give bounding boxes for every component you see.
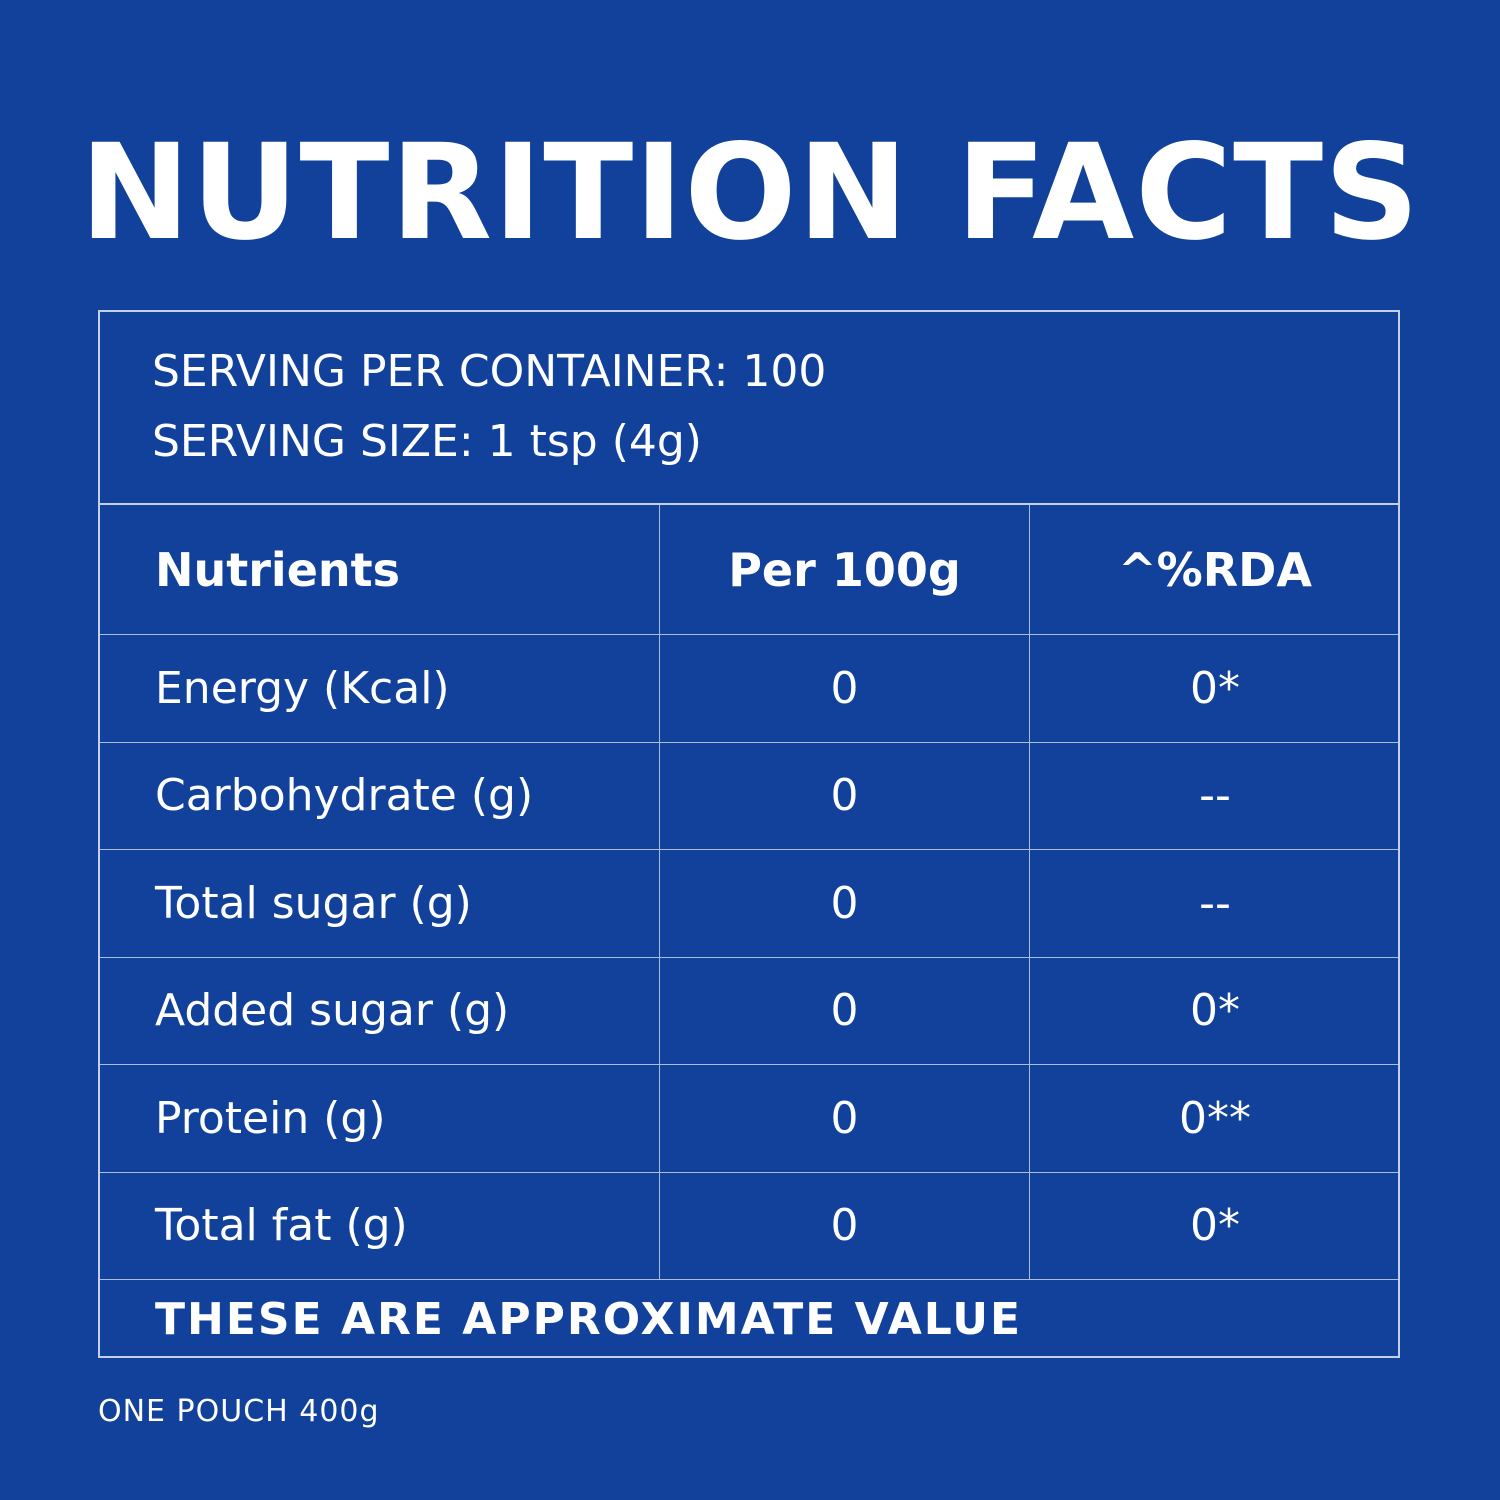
table-row: Energy (Kcal) 0 0*: [100, 635, 1398, 743]
table-row: Protein (g) 0 0**: [100, 1065, 1398, 1173]
header-per-100g: Per 100g: [660, 505, 1030, 634]
nutrient-name: Energy (Kcal): [100, 635, 660, 742]
serving-info: SERVING PER CONTAINER: 100 SERVING SIZE:…: [100, 312, 1398, 505]
nutrient-rda: --: [1199, 770, 1231, 822]
nutrition-panel: SERVING PER CONTAINER: 100 SERVING SIZE:…: [98, 310, 1400, 1358]
table-row: Added sugar (g) 0 0*: [100, 957, 1398, 1065]
table-row: Carbohydrate (g) 0 --: [100, 742, 1398, 850]
nutrient-rda: 0*: [1190, 662, 1240, 714]
serving-per-container: SERVING PER CONTAINER: 100: [152, 346, 827, 397]
header-rda: ^%RDA: [1118, 542, 1312, 597]
nutrient-rda: 0*: [1190, 1200, 1240, 1252]
nutrient-name: Added sugar (g): [100, 957, 660, 1064]
page-title: NUTRITION FACTS: [79, 116, 1421, 270]
nutrient-name: Total sugar (g): [100, 850, 660, 957]
table-row: Total sugar (g) 0 --: [100, 850, 1398, 958]
table-row: Total fat (g) 0 0*: [100, 1172, 1398, 1280]
nutrient-per-100g: 0: [660, 1172, 1030, 1279]
approximate-value-note: THESE ARE APPROXIMATE VALUE: [155, 1293, 1023, 1345]
nutrient-name: Total fat (g): [100, 1172, 660, 1279]
nutrient-per-100g: 0: [660, 957, 1030, 1064]
nutrient-name: Carbohydrate (g): [100, 742, 660, 849]
serving-size: SERVING SIZE: 1 tsp (4g): [152, 416, 702, 467]
nutrient-rda: 0**: [1179, 1092, 1251, 1144]
nutrient-rda: 0*: [1190, 985, 1240, 1037]
pouch-note: ONE POUCH 400g: [98, 1394, 380, 1429]
table-header-row: Nutrients Per 100g ^%RDA: [100, 505, 1398, 635]
nutrient-per-100g: 0: [660, 850, 1030, 957]
nutrient-per-100g: 0: [660, 635, 1030, 742]
nutrient-per-100g: 0: [660, 742, 1030, 849]
nutrient-rda: --: [1199, 877, 1231, 929]
header-nutrients: Nutrients: [100, 505, 660, 634]
nutrient-per-100g: 0: [660, 1065, 1030, 1172]
nutrient-name: Protein (g): [100, 1065, 660, 1172]
